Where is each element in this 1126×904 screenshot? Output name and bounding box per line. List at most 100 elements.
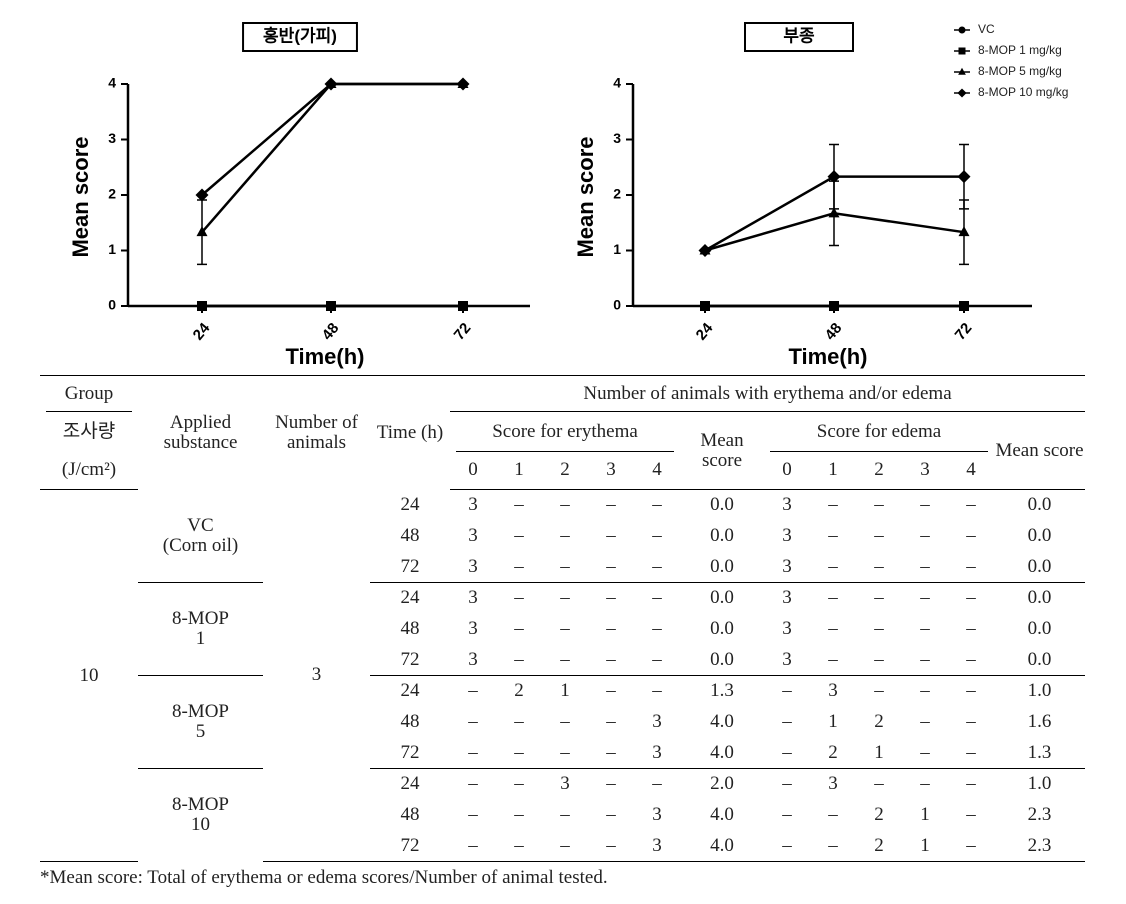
header-score: 1 [810,451,856,490]
score-cell: – [948,737,994,769]
score-cell: 2.3 [994,830,1086,862]
score-cell: 1.3 [994,737,1086,769]
substance-line: 8-MOP [171,794,229,816]
substance-cell: 8-MOP 10 [138,769,263,862]
time-cell: 72 [370,830,450,862]
header-group: Group [40,376,138,412]
score-cell: 2.3 [1027,804,1052,826]
score-cell: – [496,551,542,583]
score-cell: – [560,587,570,609]
score-cell: – [828,494,838,516]
marker [698,244,712,257]
dose-cell: 10 [40,489,138,862]
score-cell: 3 [634,737,680,769]
score-cell: – [514,804,524,826]
score-cell: – [920,494,930,516]
substance-line: 5 [195,721,206,742]
score-cell: – [966,711,976,733]
score-cell: – [468,773,478,795]
table-row: 72 3– – – –0.0 3– – – –0.0 [40,551,1086,583]
score-cell: 3 [468,494,478,516]
time-cell: 48 [400,804,420,826]
score-cell: – [782,773,792,795]
score-cell: – [606,773,616,795]
x-tick-label: 72 [451,320,475,344]
time-cell: 48 [400,711,420,733]
table-row: 48 3 – – – – 0.0 3 – – – – 0.0 [40,521,1085,552]
score-cell: 0.0 [1027,494,1052,516]
score-cell: 2 [874,711,884,733]
x-tick-label: 48 [822,320,846,344]
table-row: 72– – – –3 4.0– –2 1–2.3 [40,830,1086,862]
header-score: 0 [450,451,496,490]
score-cell: 3 [764,644,810,676]
score-cell: 0.0 [994,551,1086,583]
x-axis-label: Time(h) [788,344,867,369]
score-cell: 3 [560,773,570,795]
score-cell: 3 [782,587,792,609]
score-cell: – [634,551,680,583]
score-cell: – [902,551,948,583]
score-cell: – [560,525,570,547]
legend-label: 8-MOP 5 mg/kg [978,64,1062,78]
x-tick-label: 48 [319,320,343,344]
score-cell: 1.0 [1027,680,1052,702]
score-cell: 0.0 [680,644,764,676]
score-cell: 3 [450,644,496,676]
substance-cell: 8-MOP 5 [138,675,263,769]
marker [958,67,966,75]
header-score: 2 [856,451,902,490]
header-edema: Score for edema [764,412,994,452]
score-cell: – [966,804,976,826]
marker [197,301,207,311]
score-cell: 0.0 [1027,618,1052,640]
marker [700,301,710,311]
table-row: 8-MOP 1 24 3– – – –0.0 3– – – –0.0 [40,582,1085,676]
score-cell: – [588,737,634,769]
score-cell: – [514,494,524,516]
charts: 홍반(가피) 0 1 2 3 4 24 48 72 Mean score Time(h) 부종 0 1 2 3… [68,22,1068,369]
score-cell: – [606,804,616,826]
score-cell: 2 [856,830,902,862]
results-table: Group Applied substance Number of animal… [40,375,1086,862]
marker [957,88,967,98]
score-cell: – [874,773,884,795]
score-cell: – [514,618,524,640]
header-group-unit: (J/cm²) [40,451,138,490]
header-span: Number of animals with erythema and/or e… [450,375,1086,412]
y-axis-label: Mean score [68,136,93,257]
score-cell: 3 [468,525,478,547]
marker [458,301,468,311]
header-group-sub: 조사량 [62,420,116,442]
score-cell: – [652,773,662,795]
score-cell: 4.0 [680,737,764,769]
time-cell: 48 [400,525,420,547]
score-cell: 2.0 [710,773,734,795]
score-cell: – [966,773,976,795]
score-cell: – [966,494,976,516]
score-cell: – [920,525,930,547]
score-cell: – [606,618,616,640]
score-cell: – [606,525,616,547]
score-cell: 0.0 [710,525,734,547]
y-axis-label: Mean score [573,136,598,257]
score-cell: 3 [828,680,838,702]
time-cell: 72 [370,737,450,769]
x-axis-label: Time(h) [285,344,364,369]
score-cell: 0.0 [710,618,734,640]
score-cell: 1.3 [710,680,734,702]
table-row: 10 VC (Corn oil) 3 24 3– – – –0.0 3– – – –0.0 [40,489,1085,862]
header-mean: Mean score [680,411,764,490]
score-cell: – [966,618,976,640]
y-tick-label: 0 [613,297,621,313]
header-substance: Applied substance [163,411,238,453]
score-cell: – [782,680,792,702]
score-cell: – [634,644,680,676]
marker [195,188,209,202]
time-cell: 24 [400,494,420,516]
score-cell: – [496,830,542,862]
y-tick-label: 3 [108,130,116,146]
score-cell: 0.0 [1027,525,1052,547]
x-tick-label: 24 [693,319,717,343]
score-cell: – [514,711,524,733]
